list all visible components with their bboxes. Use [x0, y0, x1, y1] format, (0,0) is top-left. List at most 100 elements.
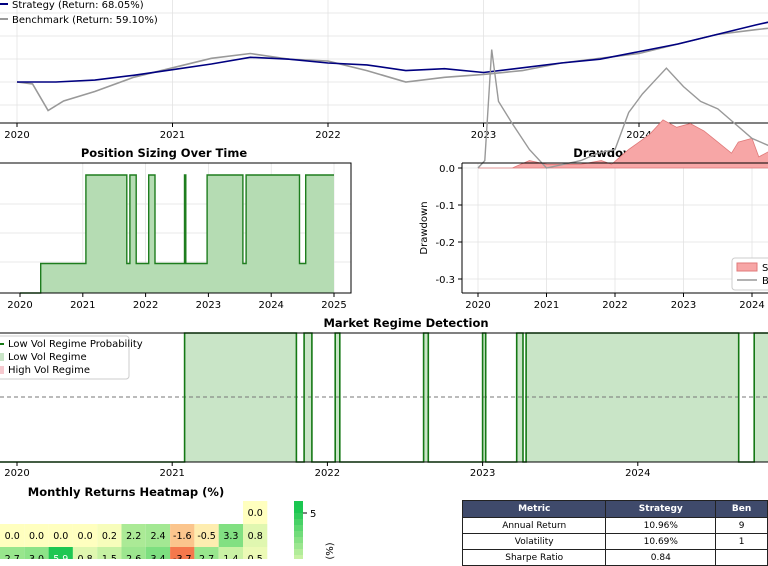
heatmap-cell-value: 0.0: [78, 531, 93, 542]
position-title: Position Sizing Over Time: [81, 146, 247, 160]
drawdown-x-tick-label: 2024: [739, 300, 764, 311]
drawdown-y-tick-label: -0.1: [435, 201, 455, 212]
equity-legend-label: Strategy (Return: 68.05%): [12, 0, 144, 11]
heatmap-cell: [24, 547, 49, 559]
regime-x-tick-label: 2021: [159, 468, 184, 479]
heatmap-cell-value: 0.0: [248, 508, 263, 519]
heatmap-colorbar-segment: [294, 507, 303, 514]
heatmap-cell: [0, 524, 25, 547]
heatmap-cell: [194, 547, 219, 559]
regime-legend-swatch: [0, 366, 4, 374]
heatmap-colorbar-segment: [294, 519, 303, 526]
heatmap-cell-value: 0.5: [248, 554, 263, 559]
equity-legend-label: Benchmark (Return: 59.10%): [12, 15, 158, 26]
heatmap-cell-value: -1.6: [173, 531, 192, 542]
metrics-col-strategy: Strategy: [605, 500, 717, 518]
heatmap-cell-value: 3.4: [150, 554, 165, 559]
regime-legend-label: Low Vol Regime Probability: [8, 339, 143, 350]
metric-benchmark: 1: [715, 533, 768, 550]
heatmap-cell: [218, 547, 243, 559]
equity-x-tick-label: 2022: [315, 130, 340, 141]
position-x-tick-label: 2024: [258, 300, 283, 311]
metric-name: Volatility: [461, 533, 607, 550]
regime-legend-label: High Vol Regime: [8, 365, 90, 376]
heatmap-cell-value: 0.0: [53, 531, 68, 542]
heatmap-colorbar-tick-label: 5: [310, 509, 316, 520]
metrics-table: Metric Strategy Ben Annual Return 10.96%…: [461, 500, 768, 566]
heatmap-colorbar-label: (%): [325, 542, 336, 559]
heatmap-cell-value: 3.3: [223, 531, 238, 542]
drawdown-legend-label: Strategy: [762, 263, 768, 274]
heatmap-cell-value: 0.0: [29, 531, 44, 542]
heatmap-cell-value: 1.4: [223, 554, 238, 559]
heatmap-cell: [145, 524, 171, 547]
regime-x-tick-label: 2020: [4, 468, 29, 479]
equity-x-tick-label: 2023: [471, 130, 496, 141]
metric-benchmark: 9: [715, 517, 768, 534]
heatmap-colorbar-segment: [294, 555, 303, 559]
drawdown-x-tick-label: 2023: [671, 300, 696, 311]
drawdown-y-tick-label: 0.0: [439, 164, 455, 175]
heatmap-cell-value: 2.4: [150, 531, 165, 542]
heatmap-cell: [0, 547, 25, 559]
heatmap-cell: [218, 524, 243, 547]
regime-x-tick-label: 2023: [470, 468, 495, 479]
regime-low-vol-band: [423, 333, 429, 462]
heatmap-cell: [145, 547, 171, 559]
heatmap-cell-value: 0.8: [248, 531, 263, 542]
heatmap-cell-value: -0.5: [197, 531, 216, 542]
heatmap-cell-value: 2.7: [199, 554, 214, 559]
equity-x-tick-label: 2024: [626, 130, 651, 141]
position-area: [20, 175, 334, 293]
heatmap-colorbar-segment: [294, 531, 303, 538]
position-frame: [0, 162, 352, 294]
equity-line: [16, 27, 768, 112]
heatmap-cell-value: 0.8: [78, 554, 93, 559]
heatmap-cell-value: 2.6: [126, 554, 141, 559]
heatmap-cell: [170, 524, 195, 547]
drawdown-legend-label: Benchmark: [762, 276, 768, 287]
heatmap-cell-value: 1.5: [102, 554, 117, 559]
drawdown-strategy-area: [478, 119, 768, 169]
heatmap-cell: [243, 524, 268, 547]
heatmap-colorbar-segment: [294, 501, 303, 508]
position-x-tick-label: 2020: [7, 300, 32, 311]
heatmap-cell-value: 2.7: [5, 554, 20, 559]
heatmap-colorbar-segment: [294, 549, 303, 556]
drawdown-y-axis-label: Drawdown: [419, 201, 430, 254]
regime-low-vol-band: [754, 333, 768, 462]
drawdown-y-tick-label: -0.3: [435, 275, 455, 286]
heatmap-cell-value: 0.2: [102, 531, 117, 542]
heatmap-cell: [97, 524, 122, 547]
heatmap-cell: [194, 524, 219, 547]
heatmap-cell-value: 0.0: [5, 531, 20, 542]
heatmap-cell-value: 5.9: [53, 554, 68, 559]
regime-x-tick-label: 2024: [625, 468, 650, 479]
metric-name: Annual Return: [461, 517, 607, 534]
drawdown-legend-swatch: [736, 262, 758, 272]
heatmap-cell-value: -3.7: [173, 554, 192, 559]
heatmap-cell: [121, 524, 146, 547]
drawdown-x-tick-label: 2021: [534, 300, 559, 311]
regime-legend-swatch: [0, 353, 4, 361]
drawdown-x-tick-label: 2022: [602, 300, 627, 311]
heatmap-cell: [243, 547, 268, 559]
equity-x-tick-label: 2021: [160, 130, 185, 141]
table-row: Annual Return 10.96% 9: [461, 517, 768, 534]
metric-strategy: 0.84: [605, 549, 717, 566]
heatmap-cell-value: 3.0: [29, 554, 44, 559]
equity-line: [17, 21, 768, 83]
metrics-col-metric: Metric: [461, 500, 607, 518]
position-x-tick-label: 2022: [133, 300, 158, 311]
drawdown-benchmark-line: [477, 49, 768, 169]
heatmap-colorbar-segment: [294, 513, 303, 520]
heatmap-colorbar-segment: [294, 525, 303, 532]
heatmap-cell: [72, 524, 98, 547]
equity-x-tick-label: 2020: [4, 130, 29, 141]
heatmap-cell: [48, 524, 73, 547]
position-x-tick-label: 2021: [70, 300, 95, 311]
table-row: Volatility 10.69% 1: [461, 533, 768, 550]
heatmap-cell-value: 2.2: [126, 531, 141, 542]
metric-benchmark: [715, 549, 768, 566]
